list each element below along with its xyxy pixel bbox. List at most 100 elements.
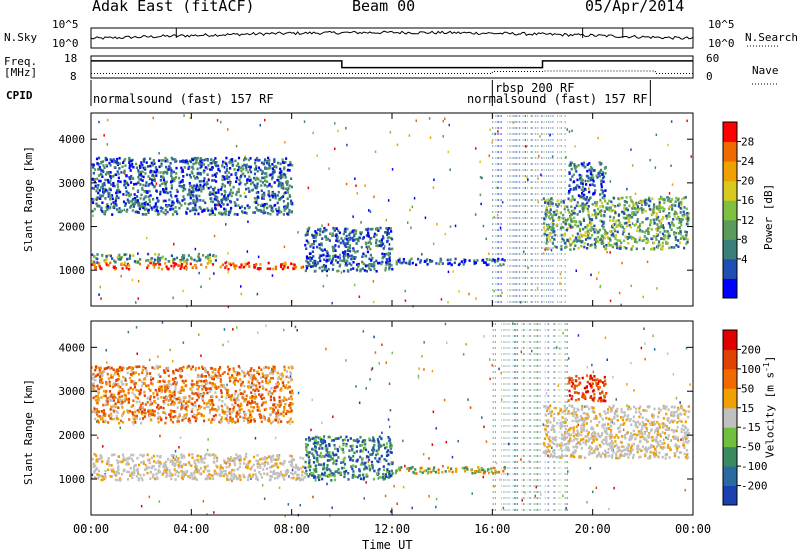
power-region-2-cell xyxy=(115,208,119,211)
velocity-speck xyxy=(396,502,398,505)
power-region-2-cell xyxy=(241,172,244,176)
power-region-3-cell xyxy=(328,255,331,258)
velocity-region-1-cell xyxy=(173,381,176,384)
velocity-region-1-cell xyxy=(133,393,136,397)
power-region-2-cell xyxy=(114,159,117,163)
velocity-region-1-cell xyxy=(105,389,108,393)
velocity-region-1-cell xyxy=(102,413,106,417)
power-region-2-cell xyxy=(173,179,176,182)
velocity-region-0-cell xyxy=(100,455,103,458)
power-region-5-cell xyxy=(588,232,591,235)
velocity-speck xyxy=(586,365,588,369)
velocity-region-0-cell xyxy=(171,463,174,466)
velocity-region-1-cell xyxy=(207,418,210,422)
power-speck xyxy=(620,303,622,307)
power-region-2-cell xyxy=(198,194,201,198)
power-region-5-cell xyxy=(635,222,638,226)
power-region-6-cell xyxy=(574,167,577,171)
velocity-region-1-cell xyxy=(218,368,221,371)
power-region-2-cell xyxy=(168,198,171,202)
power-region-2-cell xyxy=(98,205,101,208)
power-region-3-cell xyxy=(325,228,328,232)
power-region-2-cell xyxy=(207,209,210,212)
power-region-5-cell xyxy=(610,200,613,204)
power-region-3-cell xyxy=(354,232,357,235)
power-region-2-cell xyxy=(261,171,264,175)
power-region-2-cell xyxy=(137,170,140,174)
power-region-2-cell xyxy=(117,196,120,200)
power-region-4-cell xyxy=(441,262,444,265)
power-colorbar-segment-3 xyxy=(723,219,737,240)
power-region-5-cell xyxy=(604,199,607,203)
velocity-region-1-cell xyxy=(191,385,194,389)
power-region-5-cell xyxy=(594,237,597,241)
power-region-0-cell xyxy=(227,267,230,271)
velocity-region-1-cell xyxy=(94,398,97,402)
velocity-region-0-cell xyxy=(189,473,193,477)
power-region-3-cell xyxy=(343,260,346,264)
velocity-region-1-cell xyxy=(94,385,97,389)
power-region-2-cell xyxy=(178,201,181,205)
power-region-2-cell xyxy=(186,193,189,196)
velocity-speck xyxy=(493,485,495,488)
velocity-region-1-cell xyxy=(198,379,201,383)
power-speck xyxy=(339,253,341,257)
power-region-5-cell xyxy=(599,210,602,213)
power-region-2-cell xyxy=(233,168,236,171)
power-region-2-cell xyxy=(101,201,104,204)
power-region-1-cell xyxy=(179,259,182,262)
power-region-2-cell xyxy=(271,194,274,198)
velocity-region-1-cell xyxy=(107,414,111,418)
power-region-5-cell xyxy=(640,206,643,210)
power-region-2-cell xyxy=(289,163,292,166)
power-speck xyxy=(213,234,216,238)
power-region-2-cell xyxy=(174,194,177,198)
power-region-2-cell xyxy=(235,176,238,179)
power-region-2-cell xyxy=(182,195,185,198)
power-region-3-cell xyxy=(314,239,317,243)
velocity-region-1-cell xyxy=(213,418,216,422)
velocity-region-1-cell xyxy=(211,384,214,388)
velocity-speck xyxy=(502,506,505,510)
velocity-speck xyxy=(604,336,607,339)
power-region-5-cell xyxy=(625,247,628,250)
velocity-region-1-cell xyxy=(241,396,244,399)
power-ytick-label-2000: 2000 xyxy=(59,221,86,234)
velocity-region-1-cell xyxy=(115,417,118,420)
velocity-region-1-cell xyxy=(118,377,121,381)
power-region-4-cell xyxy=(460,260,463,263)
power-region-2-cell xyxy=(229,209,232,212)
velocity-region-1-cell xyxy=(287,385,290,389)
velocity-region-1-cell xyxy=(186,366,189,369)
power-region-2-cell xyxy=(102,211,105,215)
velocity-speck xyxy=(521,499,523,502)
power-region-5-cell xyxy=(588,215,591,219)
power-region-3-cell xyxy=(343,254,346,258)
power-region-3-cell xyxy=(327,259,330,262)
velocity-speck xyxy=(91,366,93,369)
velocity-region-0-cell xyxy=(176,459,179,462)
velocity-region-0-cell xyxy=(248,460,252,463)
power-region-6-cell xyxy=(580,180,583,184)
velocity-region-1-cell xyxy=(262,396,266,400)
power-region-0-cell xyxy=(121,267,124,270)
power-region-2-cell xyxy=(164,170,167,174)
velocity-region-1-cell xyxy=(139,417,142,421)
power-region-2-cell xyxy=(220,193,223,196)
power-region-2-cell xyxy=(268,183,271,187)
velocity-speck xyxy=(431,369,434,373)
velocity-speck xyxy=(446,341,448,345)
power-region-2-cell xyxy=(254,186,257,190)
power-region-3-cell xyxy=(348,262,351,265)
power-speck xyxy=(337,129,339,133)
power-region-2-cell xyxy=(245,212,248,215)
velocity-region-1-cell xyxy=(252,383,255,387)
power-region-3-cell xyxy=(315,233,318,237)
power-region-2-cell xyxy=(286,180,289,183)
velocity-region-1-cell xyxy=(131,374,134,377)
power-region-5-cell xyxy=(641,239,644,243)
power-region-2-cell xyxy=(115,194,118,198)
power-region-2-cell xyxy=(217,200,220,204)
power-region-5-cell xyxy=(548,210,551,214)
power-region-2-cell xyxy=(156,196,159,200)
